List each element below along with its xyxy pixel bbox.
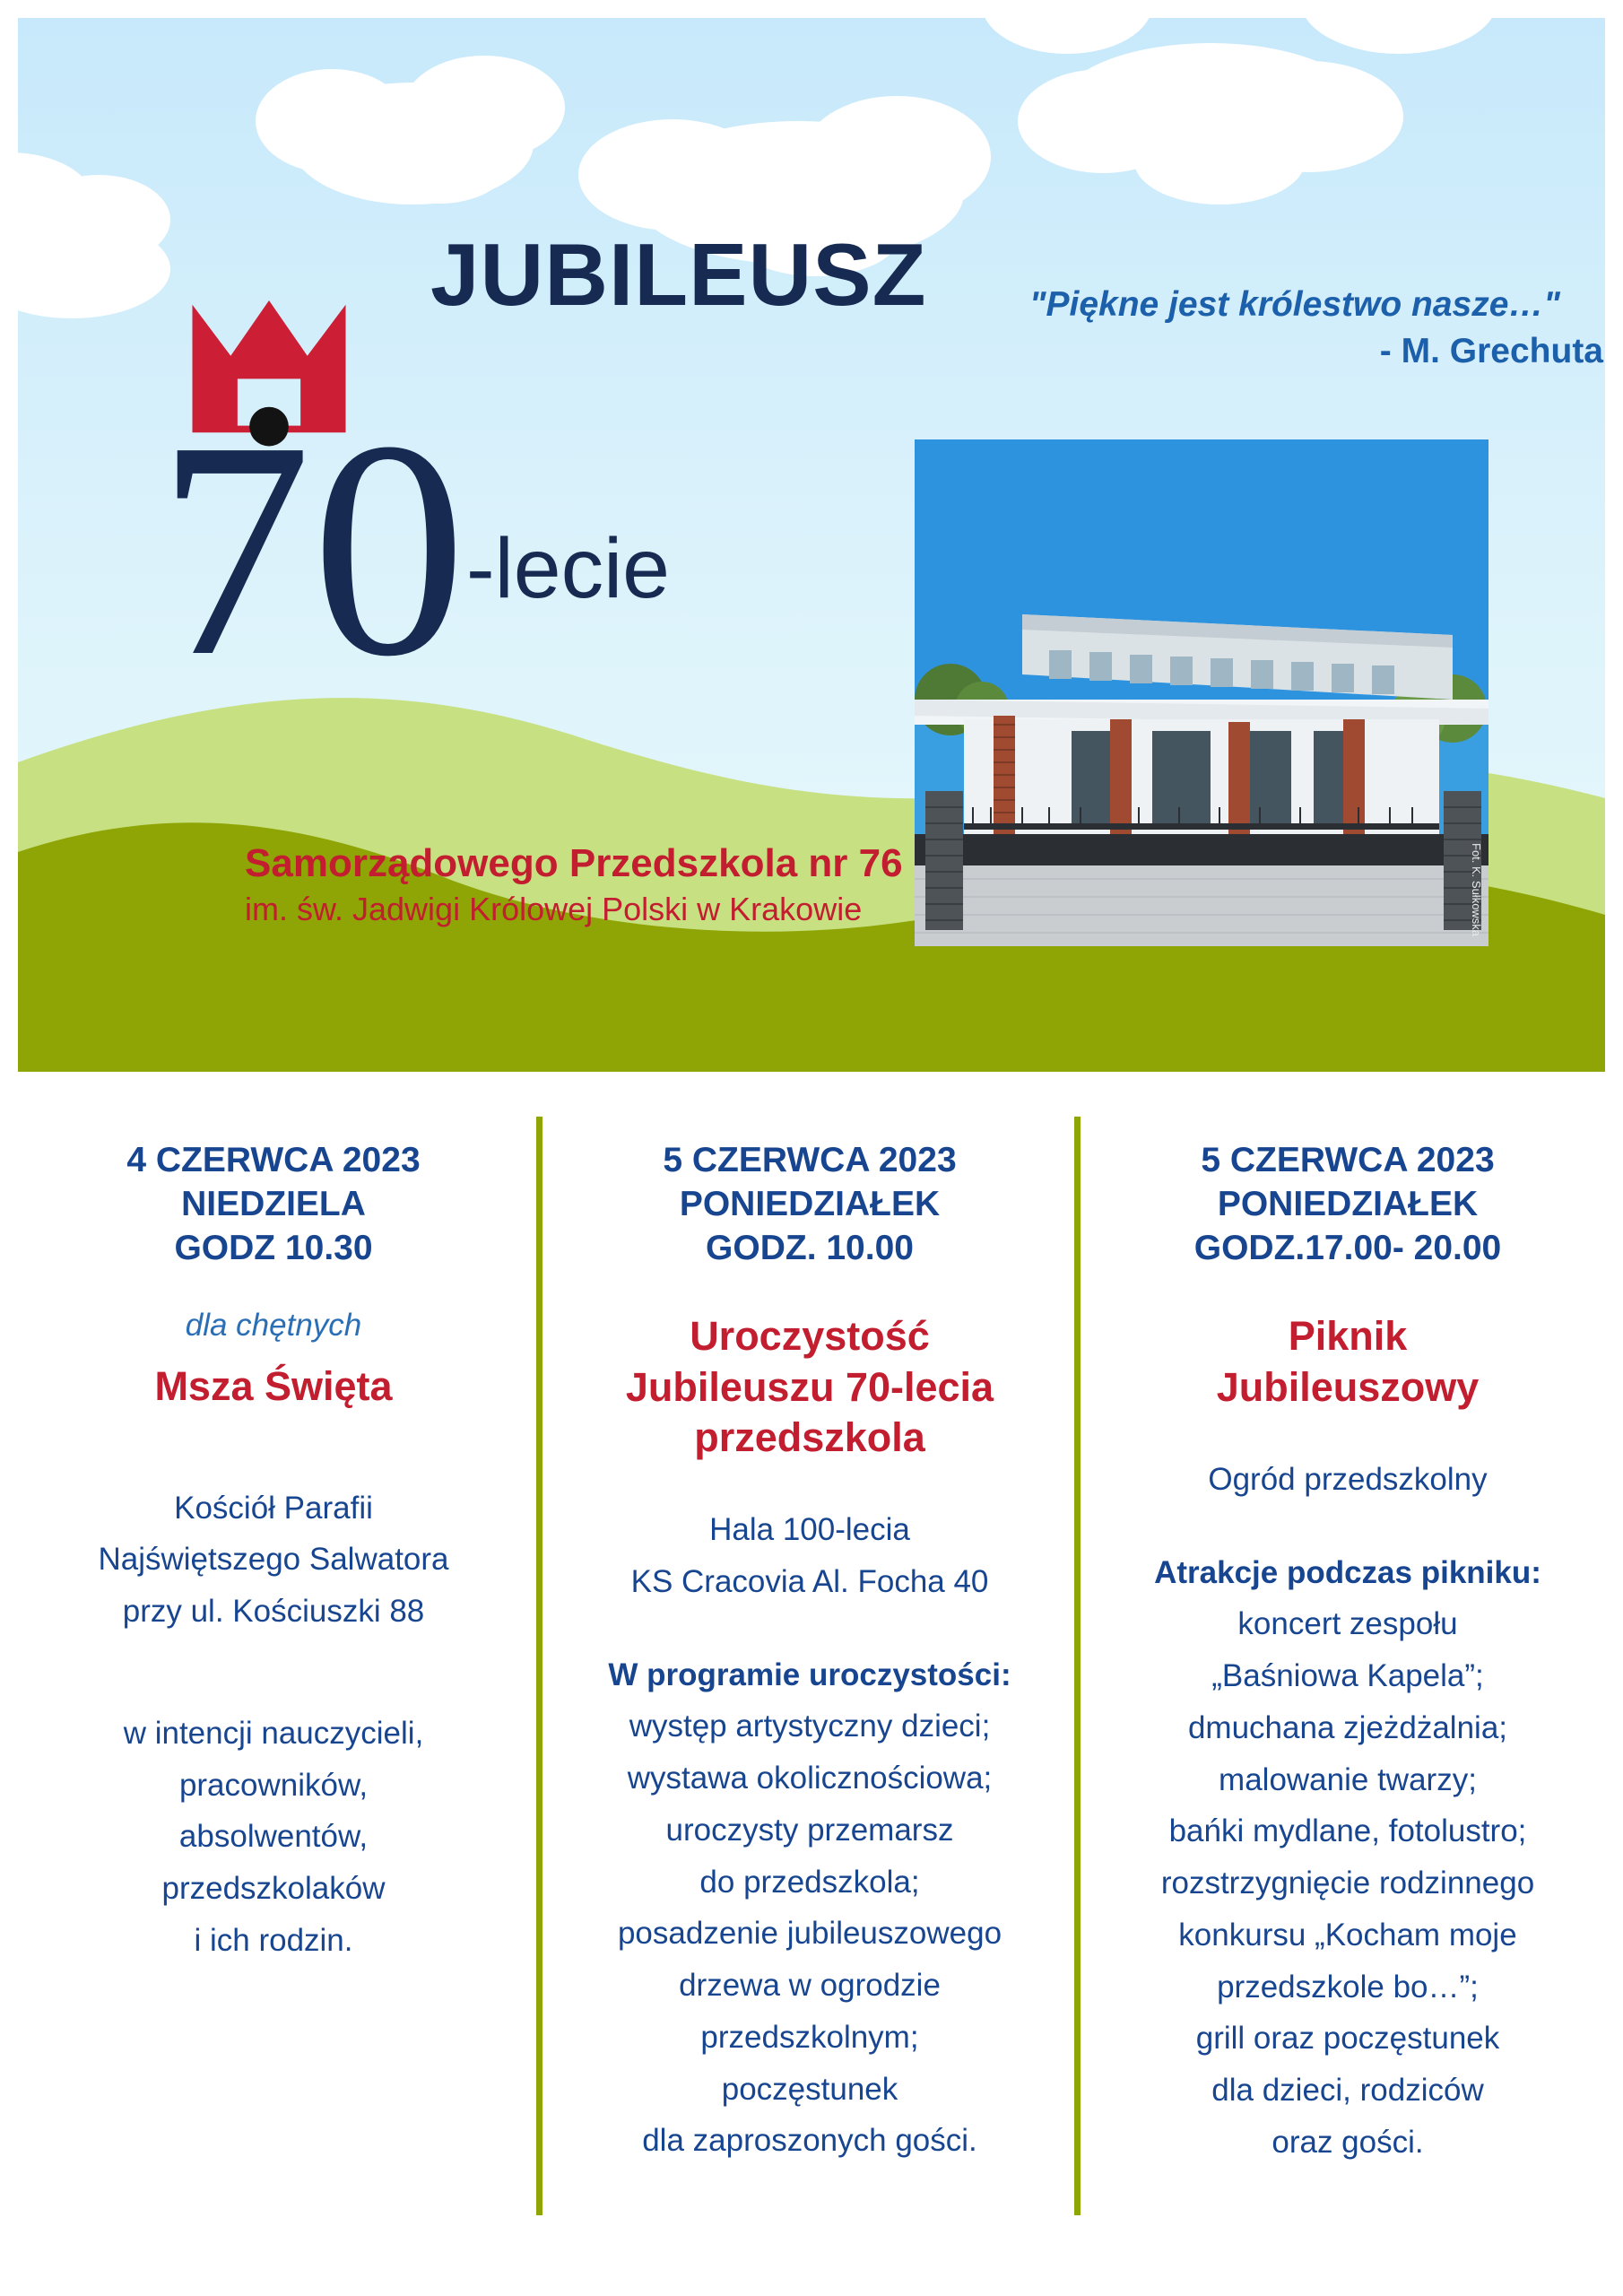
svg-text:Fot. K. Sułkowska: Fot. K. Sułkowska (1470, 843, 1483, 937)
